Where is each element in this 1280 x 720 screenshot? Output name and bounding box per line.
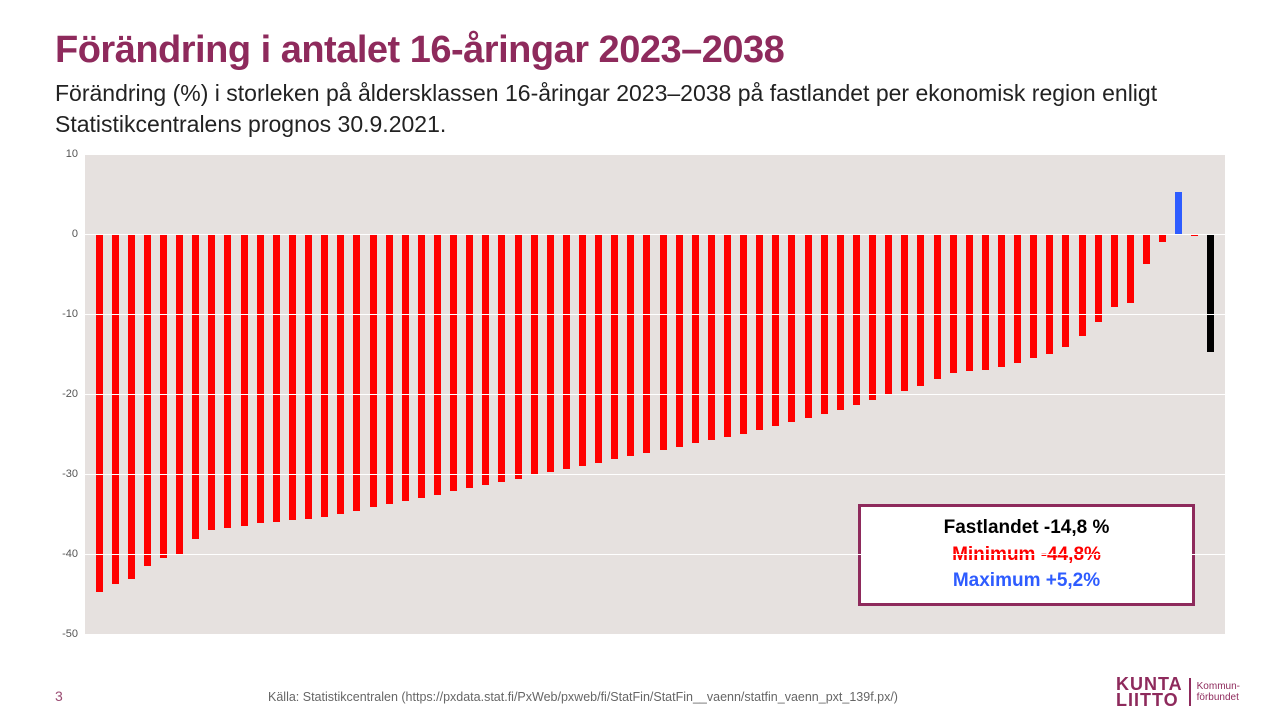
bar (1062, 234, 1069, 348)
y-tick-label: 0 (72, 228, 78, 240)
bar (515, 234, 522, 479)
bar (434, 234, 441, 495)
bar (370, 234, 377, 508)
bar (901, 234, 908, 391)
y-tick-label: -50 (62, 628, 78, 640)
bar (917, 234, 924, 386)
bar (837, 234, 844, 410)
bar (241, 234, 248, 526)
legend-line: Maximum +5,2% (879, 568, 1174, 595)
bar (208, 234, 215, 530)
bar (821, 234, 828, 414)
grid-line (85, 234, 1225, 235)
footer: 3 Källa: Statistikcentralen (https://pxd… (0, 674, 1280, 706)
bar (740, 234, 747, 434)
bar (966, 234, 973, 372)
bar (869, 234, 876, 400)
bar (450, 234, 457, 492)
logo-line-2: LIITTO (1116, 692, 1183, 708)
logo-divider (1189, 678, 1191, 706)
legend-line: Minimum -44,8% (879, 542, 1174, 569)
logo-sub: Kommun- förbundet (1197, 681, 1240, 703)
logo-sub-2: förbundet (1197, 692, 1240, 703)
page-number: 3 (55, 688, 63, 704)
bar (934, 234, 941, 380)
bar (805, 234, 812, 418)
bar (1095, 234, 1102, 322)
bar (531, 234, 538, 476)
bar (1127, 234, 1134, 303)
grid-line (85, 474, 1225, 475)
bar (1079, 234, 1086, 336)
bar (482, 234, 489, 485)
bar (418, 234, 425, 498)
y-tick-label: -40 (62, 548, 78, 560)
bar (1207, 234, 1214, 352)
bar (466, 234, 473, 488)
bar (950, 234, 957, 373)
plot-area: Fastlandet -14,8 %Minimum -44,8%Maximum … (85, 154, 1225, 634)
bar (547, 234, 554, 472)
bar (998, 234, 1005, 367)
bar (128, 234, 135, 580)
bar (192, 234, 199, 540)
logo-main: KUNTA LIITTO (1116, 676, 1183, 708)
bar (498, 234, 505, 482)
bar (643, 234, 650, 453)
bar (112, 234, 119, 584)
logo: KUNTA LIITTO Kommun- förbundet (1116, 676, 1240, 708)
y-tick-label: -30 (62, 468, 78, 480)
slide-subtitle: Förändring (%) i storleken på åldersklas… (55, 78, 1225, 140)
logo-sub-1: Kommun- (1197, 681, 1240, 692)
bar (1046, 234, 1053, 354)
legend-box: Fastlandet -14,8 %Minimum -44,8%Maximum … (858, 504, 1195, 606)
bar (160, 234, 167, 558)
bar (96, 234, 103, 592)
grid-line (85, 634, 1225, 635)
bar (627, 234, 634, 456)
bar (402, 234, 409, 501)
grid-line (85, 154, 1225, 155)
bar (1014, 234, 1021, 364)
bar (144, 234, 151, 566)
bar (1030, 234, 1037, 358)
bar (289, 234, 296, 520)
bar (724, 234, 731, 437)
bar (692, 234, 699, 444)
bar (708, 234, 715, 440)
y-axis-labels: -50-40-30-20-10010 (50, 154, 82, 634)
bar (676, 234, 683, 447)
slide: Förändring i antalet 16-åringar 2023–203… (0, 0, 1280, 720)
bar (273, 234, 280, 522)
bar (353, 234, 360, 511)
bar (1159, 234, 1166, 242)
bar (611, 234, 618, 460)
grid-line (85, 394, 1225, 395)
bar (1111, 234, 1118, 308)
y-tick-label: -10 (62, 308, 78, 320)
bar (595, 234, 602, 463)
y-tick-label: 10 (66, 148, 78, 160)
grid-line (85, 554, 1225, 555)
bar (1175, 192, 1182, 234)
bar (1143, 234, 1150, 264)
chart: -50-40-30-20-10010 Fastlandet -14,8 %Min… (50, 154, 1225, 634)
bar (305, 234, 312, 519)
bar (257, 234, 264, 524)
bar (853, 234, 860, 405)
bar (772, 234, 779, 426)
slide-title: Förändring i antalet 16-åringar 2023–203… (55, 30, 1225, 72)
bar (579, 234, 586, 466)
bar (982, 234, 989, 370)
bar (337, 234, 344, 514)
grid-line (85, 314, 1225, 315)
bar (660, 234, 667, 450)
y-tick-label: -20 (62, 388, 78, 400)
bar (224, 234, 231, 528)
bar (386, 234, 393, 504)
bar (563, 234, 570, 469)
bar (756, 234, 763, 430)
legend-line: Fastlandet -14,8 % (879, 515, 1174, 542)
source-text: Källa: Statistikcentralen (https://pxdat… (268, 690, 898, 704)
